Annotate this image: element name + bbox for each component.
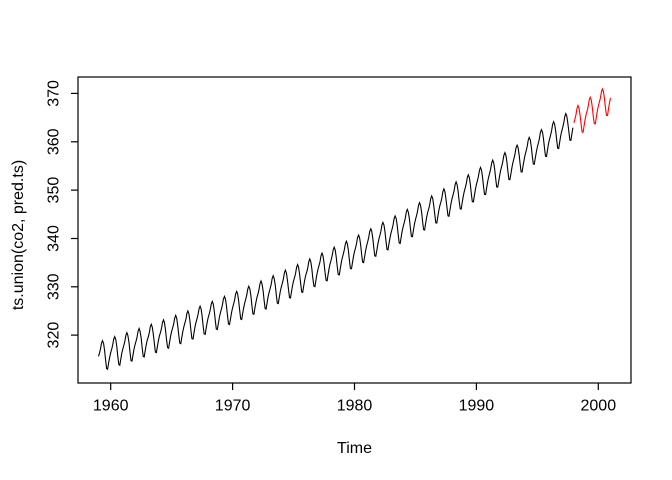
y-tick-label: 320 bbox=[46, 322, 63, 349]
plot-box bbox=[77, 76, 632, 384]
y-tick-label: 340 bbox=[46, 225, 63, 252]
y-tick-label: 350 bbox=[46, 177, 63, 204]
x-axis-title: Time bbox=[337, 440, 372, 457]
x-tick-label: 2000 bbox=[581, 398, 617, 415]
series-lines bbox=[97, 87, 612, 371]
x-tick-label: 1990 bbox=[459, 398, 495, 415]
y-tick-label: 370 bbox=[46, 80, 63, 107]
y-axis-ticks: 320 330 340 350 360 370 bbox=[46, 80, 78, 349]
series-line-co2-observed bbox=[97, 111, 574, 371]
y-tick-label: 360 bbox=[46, 128, 63, 155]
x-tick-label: 1980 bbox=[337, 398, 373, 415]
x-tick-label: 1970 bbox=[215, 398, 251, 415]
x-axis-ticks: 1960 1970 1980 1990 2000 bbox=[93, 383, 616, 415]
y-tick-label: 330 bbox=[46, 273, 63, 300]
x-tick-label: 1960 bbox=[93, 398, 129, 415]
y-axis-title: ts.union(co2, pred.ts) bbox=[10, 160, 27, 310]
series-line-pred-ts-forecast bbox=[573, 87, 612, 133]
